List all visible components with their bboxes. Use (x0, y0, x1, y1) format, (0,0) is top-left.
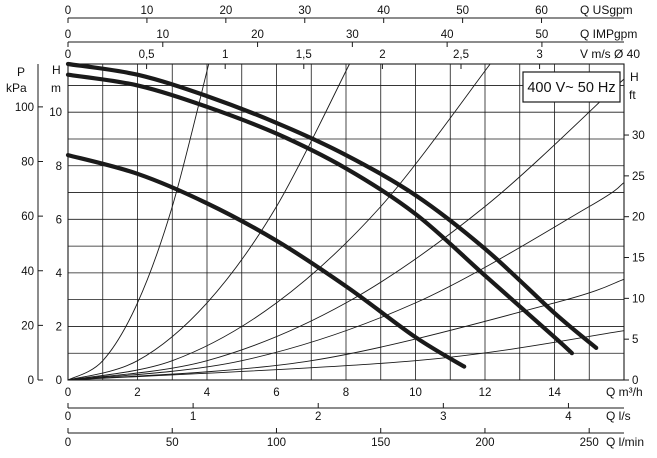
system-curve-4 (67, 78, 625, 381)
velocity-axis-label: V m/s Ø 40 (580, 47, 640, 61)
system-curve-2 (67, 63, 350, 381)
head-ft-tick-label: 30 (632, 130, 645, 142)
velocity-tick-label: 2 (379, 49, 385, 61)
flow_impgpm-tick-label: 10 (156, 29, 169, 41)
flow_ls-axis-label: Q l/s (606, 409, 631, 423)
pressure-axis-label: P (17, 65, 25, 79)
left-head-axis-unit: m (51, 81, 61, 95)
flow_impgpm-axis-label: Q IMPgpm (580, 27, 637, 41)
flow_usgpm-tick-label: 0 (65, 5, 71, 17)
flow_lmin-tick-label: 0 (65, 437, 71, 449)
velocity-tick-label: 2,5 (453, 49, 469, 61)
pressure-tick-label: 0 (28, 375, 34, 387)
system-curve-3 (67, 63, 491, 381)
flow_lmin-tick-label: 100 (267, 437, 286, 449)
head-ft-tick-label: 10 (632, 293, 645, 305)
flow_impgpm-tick-label: 30 (346, 29, 359, 41)
flow_usgpm-tick-label: 60 (535, 5, 548, 17)
pressure-tick-label: 20 (21, 320, 34, 332)
flow_usgpm-tick-label: 20 (219, 5, 232, 17)
velocity-tick-label: 1 (222, 49, 228, 61)
velocity-tick-label: 3 (536, 49, 542, 61)
flow-m3h-tick-label: 6 (273, 387, 279, 399)
head-m-tick-label: 2 (56, 321, 62, 333)
voltage-frequency-label: 400 V~ 50 Hz (527, 80, 615, 96)
head-m-tick-label: 10 (49, 107, 62, 119)
pressure-axis-unit: kPa (6, 81, 27, 95)
flow-m3h-tick-label: 14 (548, 387, 561, 399)
flow_lmin-tick-label: 50 (166, 437, 179, 449)
system-curve-6 (67, 278, 625, 381)
pump-curve-3 (65, 61, 599, 350)
flow-m3h-tick-label: 0 (65, 387, 71, 399)
right-head-axis-label: H (630, 70, 639, 84)
flow_usgpm-tick-label: 30 (298, 5, 311, 17)
flow-m3h-tick-label: 4 (204, 387, 211, 399)
head-ft-tick-label: 5 (632, 334, 638, 346)
head-m-tick-label: 0 (56, 375, 62, 387)
flow_ls-tick-label: 2 (315, 411, 321, 423)
flow_usgpm-axis-label: Q USgpm (580, 3, 633, 17)
flow_impgpm-tick-label: 50 (536, 29, 549, 41)
flow_usgpm-tick-label: 50 (456, 5, 469, 17)
head-m-tick-label: 4 (56, 268, 63, 280)
pressure-tick-label: 80 (21, 157, 34, 169)
pump-curve-2 (65, 72, 574, 356)
flow_usgpm-tick-label: 10 (141, 5, 154, 17)
flow-m3h-tick-label: 2 (134, 387, 140, 399)
pressure-tick-label: 40 (21, 266, 34, 278)
velocity-tick-label: 0,5 (139, 49, 155, 61)
voltage-frequency-box (522, 71, 621, 103)
velocity-tick-label: 0 (65, 49, 71, 61)
flow_lmin-axis-label: Q l/min (606, 435, 644, 449)
flow_lmin-tick-label: 200 (475, 437, 494, 449)
flow_usgpm-tick-label: 40 (377, 5, 390, 17)
velocity-tick-label: 1,5 (296, 49, 312, 61)
flow_lmin-tick-label: 250 (580, 437, 599, 449)
system-curve-7 (67, 330, 625, 381)
head-m-tick-label: 6 (56, 214, 62, 226)
head-ft-tick-label: 15 (632, 253, 645, 265)
head-m-tick-label: 8 (56, 161, 62, 173)
head-ft-tick-label: 20 (632, 212, 645, 224)
flow-m3h-tick-label: 12 (479, 387, 492, 399)
flow_ls-tick-label: 4 (565, 411, 572, 423)
pump-curves (65, 61, 599, 369)
pressure-tick-label: 100 (15, 102, 34, 114)
flow_lmin-tick-label: 150 (371, 437, 390, 449)
right-head-axis-unit: ft (629, 88, 636, 102)
pump-curve-1 (65, 153, 467, 369)
flow-m3h-tick-label: 8 (343, 387, 349, 399)
left-head-axis-label: H (52, 63, 61, 77)
flow_ls-tick-label: 1 (190, 411, 196, 423)
system-curve-5 (67, 182, 625, 381)
pressure-tick-label: 60 (21, 211, 34, 223)
flow_impgpm-tick-label: 0 (65, 29, 71, 41)
flow_ls-tick-label: 0 (65, 411, 71, 423)
flow_ls-tick-label: 3 (440, 411, 446, 423)
head-ft-tick-label: 25 (632, 171, 645, 183)
x-axis-label-m3h: Q m³/h (606, 385, 643, 399)
plot-frame (67, 63, 625, 381)
grid (68, 64, 624, 380)
flow-m3h-tick-label: 10 (409, 387, 422, 399)
system-curve-1 (67, 63, 210, 381)
flow_impgpm-tick-label: 20 (251, 29, 264, 41)
head-ft-tick-label: 0 (632, 375, 638, 387)
system-curves (67, 63, 625, 381)
flow_impgpm-tick-label: 40 (441, 29, 454, 41)
